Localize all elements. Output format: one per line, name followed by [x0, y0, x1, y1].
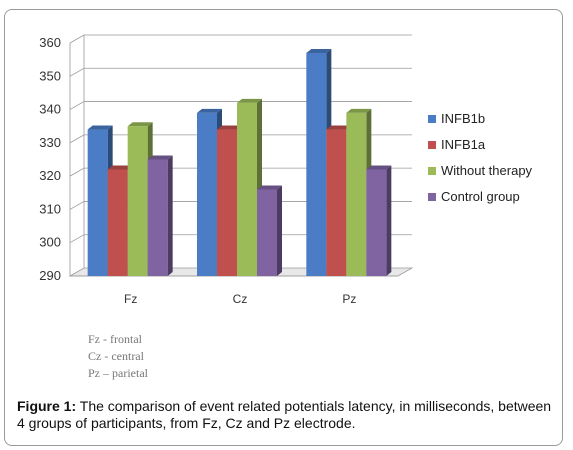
x-tick-label: Cz: [233, 292, 248, 306]
bar: [366, 165, 392, 276]
y-tick-label: 360: [39, 35, 61, 50]
legend-label: Control group: [441, 189, 520, 204]
bar: [147, 155, 173, 276]
legend-swatch: [428, 115, 436, 123]
bar-front: [107, 169, 128, 276]
bar-front: [326, 129, 347, 276]
bar-front: [366, 169, 387, 276]
bar-front: [197, 112, 217, 277]
y-tick-label: 320: [39, 168, 61, 183]
bar-top: [237, 98, 262, 103]
legend-swatch: [428, 141, 436, 149]
bar-side: [167, 155, 173, 276]
bar-top: [147, 155, 173, 160]
caption-text: The comparison of event related potentia…: [17, 398, 552, 431]
bar-front: [127, 126, 148, 276]
bar-top: [326, 125, 352, 130]
bar-top: [217, 125, 242, 130]
bar-front: [87, 129, 108, 276]
y-tick-label: 350: [39, 68, 61, 83]
bar-front: [306, 52, 327, 276]
figure-caption: Figure 1: The comparison of event relate…: [17, 398, 557, 432]
bar: [257, 185, 282, 276]
chart-bars: [87, 48, 392, 277]
note-pz: Pz – parietal: [88, 366, 148, 380]
x-tick-label: Fz: [124, 292, 137, 306]
bar-top: [366, 165, 392, 170]
bar-top: [127, 122, 153, 127]
bar-front: [237, 102, 257, 277]
bar-top: [107, 165, 133, 170]
legend-label: INFB1a: [441, 137, 486, 152]
legend-item: Control group: [428, 189, 520, 204]
legend-swatch: [428, 167, 436, 175]
legend-label: INFB1b: [441, 111, 485, 126]
chart-axes: 290 300 310 320 330 340 350 360 Fz Cz Pz: [39, 35, 398, 306]
bar-side: [386, 165, 392, 276]
bar-front: [346, 112, 367, 277]
bar-top: [87, 125, 113, 130]
legend-item: INFB1a: [428, 137, 486, 152]
bar-top: [346, 108, 372, 113]
note-fz: Fz - frontal: [88, 332, 142, 346]
legend-swatch: [428, 193, 436, 201]
y-tick-label: 340: [39, 102, 61, 117]
legend-item: Without therapy: [428, 163, 533, 178]
chart-legend: INFB1b INFB1a Without therapy Control group: [428, 111, 533, 204]
legend-item: INFB1b: [428, 111, 485, 126]
y-tick-label: 290: [39, 268, 61, 283]
electrode-notes: Fz - frontal Cz - central Pz – parietal: [88, 331, 148, 382]
bar-front: [147, 159, 168, 276]
y-tick-label: 330: [39, 135, 61, 150]
bar-front: [257, 189, 277, 276]
legend-label: Without therapy: [441, 163, 533, 178]
bar-top: [257, 185, 282, 190]
bar-top: [306, 48, 332, 53]
y-tick-label: 310: [39, 201, 61, 216]
caption-label: Figure 1:: [17, 398, 77, 414]
bar-front: [217, 129, 237, 276]
bar-top: [197, 108, 222, 113]
x-tick-label: Pz: [342, 292, 356, 306]
y-tick-label: 300: [39, 235, 61, 250]
bar-side: [277, 185, 282, 276]
note-cz: Cz - central: [88, 349, 144, 363]
